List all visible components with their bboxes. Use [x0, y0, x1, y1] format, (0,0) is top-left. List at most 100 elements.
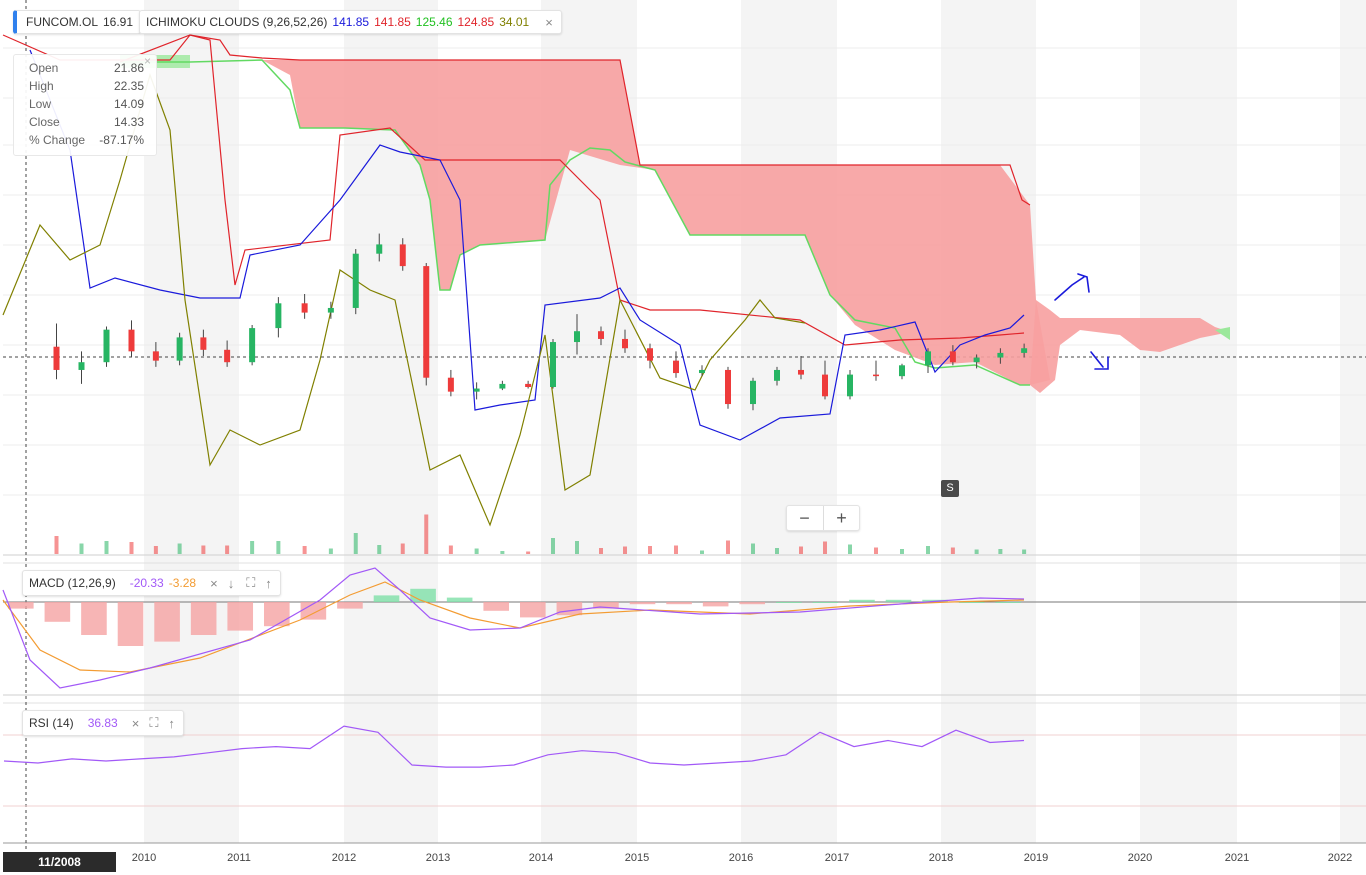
macd-histogram-bar — [629, 602, 656, 605]
rsi-label: RSI (14) — [29, 716, 74, 730]
close-icon[interactable]: × — [144, 54, 152, 68]
volume-bar — [79, 543, 84, 554]
x-tick-label: 2020 — [1128, 852, 1152, 864]
ohlc-row-low: Low 14.09 — [29, 97, 144, 113]
senkou-span-a — [120, 59, 1030, 386]
ohlc-label: High — [29, 79, 54, 93]
macd-histogram-bar — [520, 602, 546, 618]
candle-body — [925, 351, 931, 366]
ohlc-row-open: Open 21.86 — [29, 61, 144, 77]
macd-histogram-bar — [117, 602, 144, 646]
ichimoku-span-a-value: 125.46 — [415, 15, 453, 29]
macd-histogram-bar — [227, 602, 254, 631]
macd-histogram-bar — [337, 602, 363, 609]
year-band — [741, 0, 837, 843]
candle-body — [873, 374, 879, 377]
volume-bar — [526, 551, 531, 554]
expand-icon[interactable]: ⛶ — [246, 575, 256, 590]
candle-body — [699, 369, 705, 374]
ichimoku-chikou-value: 34.01 — [499, 15, 530, 29]
year-band — [941, 0, 1036, 843]
ohlc-label: % Change — [29, 133, 86, 147]
ichimoku-kijun-value: 141.85 — [374, 15, 411, 29]
zoom-in-button[interactable]: + — [823, 506, 859, 530]
volume-bar — [129, 542, 134, 554]
macd-signal-line — [2, 581, 1025, 673]
volume-bar — [353, 533, 358, 554]
volume-bar — [448, 545, 453, 554]
x-tick-label: 2015 — [625, 852, 649, 864]
x-tick-label: 2013 — [426, 852, 450, 864]
rsi-value: 36.83 — [87, 716, 118, 730]
volume-bar — [302, 546, 307, 554]
zoom-controls: − + — [786, 505, 860, 531]
senkou-span-b — [119, 34, 1031, 206]
macd-histogram-bar — [995, 602, 1022, 603]
volume-bar — [623, 546, 627, 554]
close-icon[interactable]: × — [210, 575, 218, 591]
candle-body — [750, 380, 756, 405]
ichimoku-tenkan-value: 141.85 — [332, 15, 370, 29]
candle-body — [899, 365, 905, 377]
ohlc-row-high: High 22.35 — [29, 79, 144, 95]
candle-body — [249, 328, 256, 363]
volume-bar — [874, 547, 878, 554]
x-tick-label: 2021 — [1225, 852, 1249, 864]
macd-histogram-bar — [812, 602, 839, 603]
move-up-icon[interactable]: ↑ — [168, 715, 175, 731]
candle-body — [949, 351, 956, 363]
volume-bar — [474, 548, 479, 554]
volume-bar — [775, 548, 779, 554]
close-icon[interactable]: × — [545, 14, 553, 30]
rsi-legend[interactable]: RSI (14) 36.83 × ⛶ ↑ — [22, 710, 184, 736]
macd-histogram-bar — [483, 602, 510, 611]
ichimoku-legend[interactable]: ICHIMOKU CLOUDS (9,26,52,26) 141.85 141.… — [139, 10, 562, 34]
volume-bar — [201, 545, 206, 554]
candle-body — [376, 244, 383, 254]
macd-legend[interactable]: MACD (12,26,9) -20.33 -3.28 × ↓ ⛶ ↑ — [22, 570, 281, 596]
volume-bar — [998, 549, 1003, 554]
move-down-icon[interactable]: ↓ — [227, 575, 235, 591]
x-axis: 2010 2011 2012 2013 2014 2015 2016 2017 2018 2019… — [132, 852, 1352, 864]
macd-histogram-bar — [154, 602, 180, 642]
macd-histogram-bar — [849, 599, 875, 602]
ohlc-value: 22.35 — [113, 79, 144, 93]
candle-body — [224, 349, 231, 363]
x-tick-label: 2017 — [825, 852, 849, 864]
year-band — [1340, 0, 1366, 843]
macd-value: -20.33 — [129, 576, 164, 590]
rsi-panel — [3, 725, 1366, 807]
ichimoku-span-b-value: 124.85 — [457, 15, 495, 29]
zoom-out-button[interactable]: − — [799, 508, 810, 528]
macd-histogram-bar — [8, 602, 34, 609]
ohlc-value: -87.17% — [99, 133, 144, 147]
macd-panel — [2, 567, 1366, 689]
candle-body — [798, 369, 804, 375]
volume-bar — [599, 548, 603, 554]
ohlc-label: Close — [29, 115, 60, 129]
volume-bar — [328, 548, 333, 554]
volume-bar — [500, 551, 505, 554]
close-icon[interactable]: × — [131, 715, 140, 731]
macd-histogram-bar — [958, 602, 985, 603]
candle-body — [574, 331, 580, 343]
macd-line — [2, 567, 1025, 689]
move-up-icon[interactable]: ↑ — [265, 575, 272, 591]
cloud-red-segment — [262, 60, 1050, 385]
candle-body — [275, 303, 282, 329]
x-tick-label: 2019 — [1024, 852, 1048, 864]
candle-body — [725, 369, 731, 405]
candle-body — [997, 352, 1004, 358]
split-marker[interactable]: S — [941, 480, 959, 497]
expand-icon[interactable]: ⛶ — [149, 715, 159, 730]
volume-bar — [726, 540, 730, 554]
macd-label: MACD (12,26,9) — [29, 576, 116, 590]
symbol-price: 16.91 — [103, 15, 134, 29]
candle-body — [550, 342, 556, 387]
symbol-pill[interactable]: FUNCOM.OL 16.91 — [13, 10, 142, 34]
volume-bar — [575, 541, 579, 554]
candle-body — [822, 374, 828, 397]
ohlc-label: Low — [29, 97, 52, 111]
indicator-lines — [2, 34, 1031, 527]
